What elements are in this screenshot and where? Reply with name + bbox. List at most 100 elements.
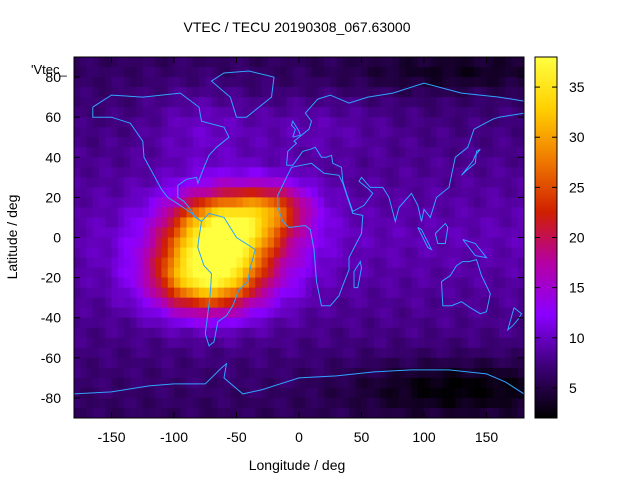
heatmap-cell — [492, 387, 500, 399]
heatmap-cell — [461, 117, 469, 128]
heatmap-cell — [242, 337, 250, 349]
heatmap-cell — [499, 347, 506, 359]
heatmap-cell — [386, 177, 394, 188]
heatmap-cell — [274, 377, 281, 389]
heatmap-cell — [424, 177, 431, 188]
heatmap-cell — [424, 387, 431, 399]
heatmap-cell — [380, 147, 387, 158]
heatmap-cell — [230, 137, 237, 148]
heatmap-cell — [155, 107, 162, 118]
heatmap-cell — [155, 127, 162, 138]
heatmap-cell — [111, 127, 119, 138]
heatmap-cell — [361, 387, 369, 399]
heatmap-cell — [374, 77, 381, 88]
heatmap-cell — [417, 247, 425, 258]
heatmap-cell — [236, 327, 244, 339]
heatmap-cell — [174, 87, 181, 98]
heatmap-cell — [80, 127, 87, 138]
heatmap-cell — [355, 397, 362, 409]
heatmap-cell — [474, 387, 481, 399]
heatmap-cell — [130, 367, 137, 379]
heatmap-cell — [367, 307, 375, 319]
heatmap-cell — [280, 67, 287, 78]
heatmap-cell — [86, 297, 94, 309]
heatmap-cell — [236, 297, 244, 309]
heatmap-cell — [430, 167, 437, 178]
heatmap-cell — [311, 287, 319, 299]
heatmap-cell — [136, 397, 144, 409]
heatmap-cell — [180, 387, 187, 399]
heatmap-cell — [105, 307, 112, 319]
heatmap-cell — [392, 297, 400, 309]
heatmap-cell — [461, 97, 469, 108]
heatmap-cell — [424, 137, 431, 148]
heatmap-cell — [161, 257, 169, 268]
heatmap-cell — [424, 247, 431, 258]
heatmap-cell — [399, 377, 406, 389]
heatmap-cell — [430, 147, 437, 158]
heatmap-cell — [80, 77, 87, 88]
heatmap-cell — [299, 217, 306, 228]
heatmap-cell — [461, 127, 469, 138]
heatmap-cell — [111, 297, 119, 309]
heatmap-cell — [336, 307, 344, 319]
heatmap-cell — [249, 217, 256, 228]
heatmap-cell — [124, 237, 131, 248]
heatmap-cell — [367, 197, 375, 208]
heatmap-cell — [424, 307, 431, 319]
coastline — [290, 120, 301, 138]
heatmap-cell — [392, 387, 400, 399]
heatmap-cell — [324, 277, 331, 289]
heatmap-cell — [211, 237, 219, 248]
heatmap-cell — [380, 57, 387, 68]
heatmap-cell — [205, 317, 212, 329]
heatmap-cell — [155, 157, 162, 168]
heatmap-cell — [255, 297, 262, 309]
heatmap-cell — [492, 97, 500, 108]
heatmap-cell — [292, 267, 300, 279]
heatmap-cell — [299, 227, 306, 238]
heatmap-cell — [80, 307, 87, 319]
heatmap-cell — [124, 307, 131, 319]
heatmap-cell — [436, 137, 444, 148]
heatmap-cell — [242, 127, 250, 138]
heatmap-cell — [386, 277, 394, 289]
heatmap-cell — [74, 337, 81, 349]
heatmap-cell — [155, 287, 162, 299]
heatmap-cell — [167, 317, 175, 329]
heatmap-cell — [474, 217, 481, 228]
heatmap-cell — [249, 57, 256, 68]
heatmap-cell — [324, 397, 331, 409]
heatmap-cell — [217, 57, 225, 68]
heatmap-cell — [392, 307, 400, 319]
heatmap-cell — [192, 157, 200, 168]
heatmap-cell — [280, 317, 287, 329]
heatmap-cell — [299, 337, 306, 349]
heatmap-cell — [255, 177, 262, 188]
heatmap-cell — [74, 387, 81, 399]
heatmap-cell — [486, 397, 494, 409]
heatmap-cell — [280, 407, 287, 418]
heatmap-cell — [417, 167, 425, 178]
heatmap-cell — [149, 327, 156, 339]
heatmap-cell — [480, 247, 487, 258]
heatmap-cell — [386, 377, 394, 389]
heatmap-cell — [292, 247, 300, 258]
heatmap-cell — [467, 297, 475, 309]
heatmap-cell — [205, 347, 212, 359]
heatmap-cell — [86, 97, 94, 108]
heatmap-cell — [511, 77, 519, 88]
heatmap-cell — [80, 57, 87, 68]
heatmap-cell — [211, 77, 219, 88]
heatmap-cell — [224, 307, 231, 319]
heatmap-cell — [374, 317, 381, 329]
heatmap-cell — [461, 357, 469, 369]
heatmap-cell — [192, 187, 200, 198]
heatmap-cell — [411, 157, 419, 168]
heatmap-cell — [267, 147, 275, 158]
heatmap-cell — [149, 287, 156, 299]
heatmap-cell — [149, 397, 156, 409]
heatmap-cell — [474, 187, 481, 198]
heatmap-cell — [442, 247, 450, 258]
heatmap-cell — [392, 357, 400, 369]
